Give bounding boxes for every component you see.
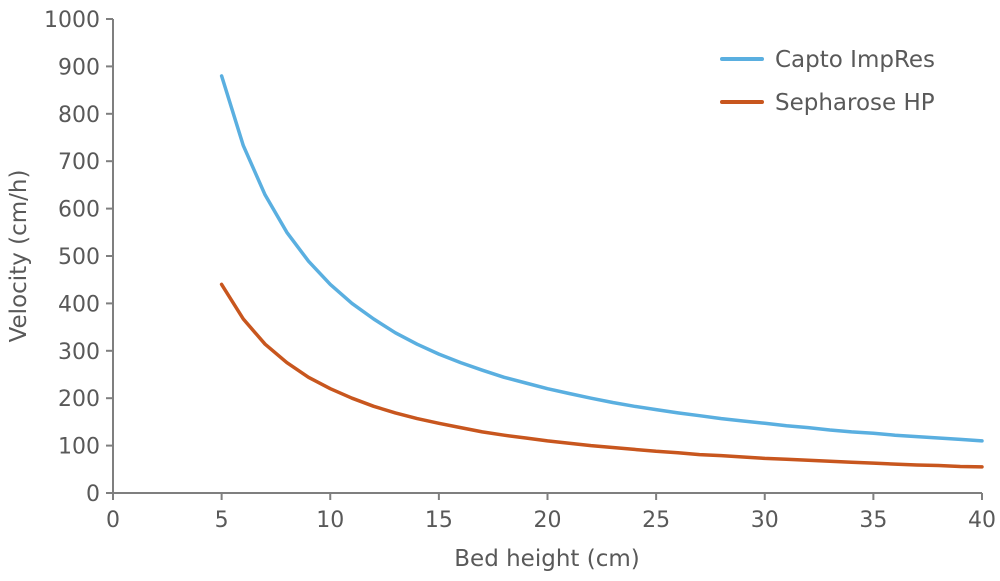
y-tick-label: 500 (58, 245, 100, 270)
x-axis-label: Bed height (cm) (454, 546, 639, 572)
y-tick-label: 900 (58, 55, 100, 80)
y-tick-label: 400 (58, 292, 100, 317)
y-tick-label: 1000 (44, 8, 100, 33)
x-tick-label: 5 (215, 508, 229, 533)
x-tick-label: 20 (534, 508, 562, 533)
legend-label: Capto ImpRes (775, 47, 935, 73)
x-tick-label: 25 (642, 508, 670, 533)
x-tick-label: 10 (316, 508, 344, 533)
y-tick-label: 600 (58, 198, 100, 223)
x-tick-label: 15 (425, 508, 453, 533)
series-line-1 (219, 282, 984, 469)
x-tick-label: 0 (106, 508, 120, 533)
legend-label: Sepharose HP (775, 90, 935, 116)
x-tick-label: 30 (751, 508, 779, 533)
y-tick-label: 0 (86, 482, 100, 507)
x-tick-label: 35 (859, 508, 887, 533)
series-lines (219, 74, 984, 469)
x-tick-label: 40 (968, 508, 996, 533)
y-tick-label: 300 (58, 340, 100, 365)
series-line-0 (219, 74, 984, 443)
y-tick-label: 700 (58, 150, 100, 175)
y-axis-label: Velocity (cm/h) (6, 170, 32, 343)
axes: 0 5 10 15 20 25 30 35 40010020030040050060070080… (44, 8, 996, 533)
y-tick-label: 800 (58, 103, 100, 128)
y-tick-label: 100 (58, 435, 100, 460)
legend: Capto ImpRes Sepharose HP (720, 47, 935, 116)
y-tick-label: 200 (58, 387, 100, 412)
